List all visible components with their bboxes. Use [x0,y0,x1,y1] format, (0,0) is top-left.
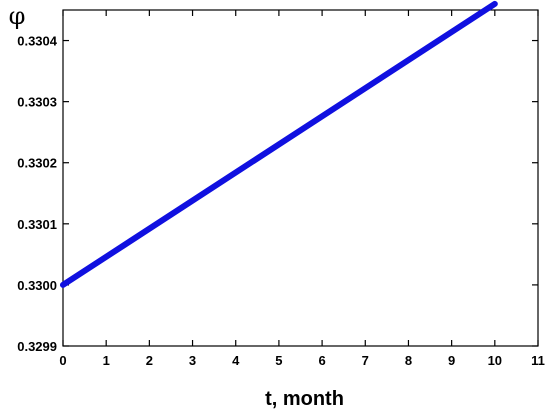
x-axis-ticks: 0 1 2 3 4 5 6 7 8 9 10 11 [59,10,545,368]
series-line-0 [60,0,498,288]
y-axis-title: φ [9,2,26,30]
plot-area-border [62,9,539,347]
y-tick-label: 0.3303 [17,95,57,110]
x-tick-label: 5 [275,353,282,368]
plot-frame [62,9,539,347]
x-tick-label: 4 [232,353,240,368]
x-tick-label: 6 [318,353,325,368]
x-tick-label: 1 [103,353,110,368]
x-tick-label: 10 [488,353,502,368]
x-tick-label: 3 [189,353,196,368]
x-tick-label: 0 [59,353,66,368]
y-tick-label: 0.3304 [17,34,58,49]
y-axis-ticks: 0.3299 0.3300 0.3301 0.3302 0.3303 0.3304 [17,34,538,354]
x-tick-label: 7 [362,353,369,368]
y-tick-label: 0.3300 [17,278,57,293]
x-tick-label: 9 [448,353,455,368]
x-tick-label: 11 [531,353,545,368]
series-layer [60,0,498,288]
x-tick-label: 8 [405,353,412,368]
x-axis-title: t, month [265,388,344,410]
y-tick-label: 0.3302 [17,156,57,171]
y-tick-label: 0.3299 [17,339,57,354]
x-tick-label: 2 [146,353,153,368]
y-tick-label: 0.3301 [17,217,57,232]
